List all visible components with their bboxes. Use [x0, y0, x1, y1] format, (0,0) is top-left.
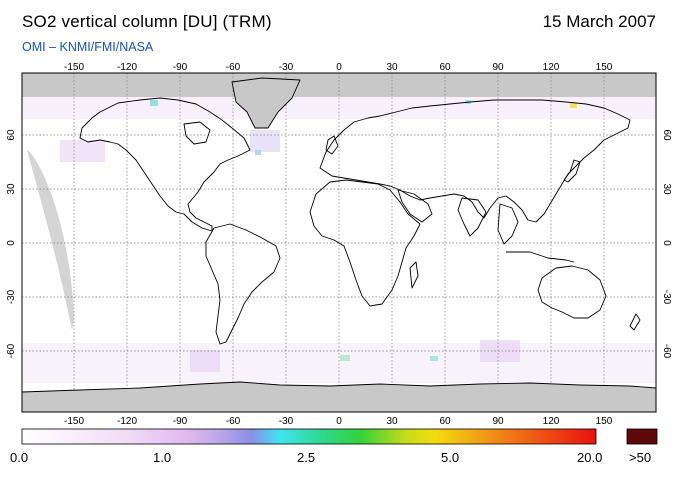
latitude-ticks-left: 60 30 0 -30 -60: [6, 129, 17, 358]
lat-tick-right: 30: [661, 183, 672, 195]
colorbar-label: 20.0: [577, 450, 603, 465]
lon-tick-bottom: 90: [492, 416, 504, 427]
hudson-bay: [183, 121, 211, 145]
longitude-ticks-bottom: -150 -120 -90 -60 -30 0 30 60 90 120 150: [64, 416, 613, 427]
lon-tick-bottom: -60: [226, 416, 241, 427]
lon-tick-top: 120: [543, 62, 560, 73]
british-isles: [325, 135, 339, 155]
colorbar-label: 5.0: [441, 450, 460, 465]
lon-tick-bottom: -90: [173, 416, 188, 427]
lat-tick-right: 60: [661, 129, 672, 141]
map-title: SO2 vertical column [DU] (TRM): [22, 12, 272, 31]
lon-tick-bottom: 60: [439, 416, 451, 427]
colorbar-label: 2.5: [297, 450, 316, 465]
lon-tick-bottom: 0: [336, 416, 342, 427]
new-zealand: [629, 313, 641, 331]
lon-tick-top: 60: [439, 62, 451, 73]
lat-tick-left: -60: [6, 343, 17, 358]
lon-tick-top: -120: [117, 62, 137, 73]
arabia: [397, 189, 433, 223]
india: [457, 197, 487, 237]
lon-tick-top: 0: [336, 62, 342, 73]
colorbar-gradient: [21, 428, 597, 445]
orbit-gap-no-data: [27, 150, 74, 330]
japan: [563, 159, 581, 183]
longitude-ticks-top: -150 -120 -90 -60 -30 0 30 60 90 120 150: [64, 62, 613, 73]
lon-tick-bottom: 120: [543, 416, 560, 427]
so2-signal-patches: [22, 97, 656, 383]
lon-tick-top: -60: [226, 62, 241, 73]
colorbar-overflow-swatch: [626, 428, 658, 445]
africa: [309, 179, 421, 307]
southeast-asia: [497, 203, 519, 245]
lat-tick-left: 0: [6, 240, 17, 246]
map-date: 15 March 2007: [542, 12, 656, 31]
lon-tick-top: -30: [279, 62, 294, 73]
lon-tick-bottom: -120: [117, 416, 137, 427]
greenland: [231, 77, 301, 129]
lat-tick-right: 0: [661, 240, 672, 246]
europe-asia: [319, 99, 631, 223]
credit-line: OMI – KNMI/FMI/NASA: [22, 40, 154, 54]
lat-tick-left: 30: [6, 183, 17, 195]
lon-tick-top: -150: [64, 62, 84, 73]
lat-tick-right: -30: [661, 290, 672, 305]
latitude-ticks-right: 60 30 0 -30 -60: [661, 129, 672, 358]
australia: [537, 265, 607, 319]
colorbar-label: 1.0: [153, 450, 172, 465]
colorbar-label: >50: [629, 450, 652, 465]
lon-tick-bottom: 150: [596, 416, 613, 427]
lat-tick-left: -30: [6, 289, 17, 304]
lat-tick-right: -60: [661, 344, 672, 359]
coastlines: [22, 77, 656, 412]
north-america: [79, 97, 251, 232]
antarctica: [22, 381, 656, 412]
madagascar: [409, 261, 419, 289]
south-america: [205, 223, 281, 345]
lon-tick-top: 30: [386, 62, 398, 73]
lat-tick-left: 60: [6, 129, 17, 141]
lon-tick-top: 90: [492, 62, 504, 73]
lon-tick-top: 150: [596, 62, 613, 73]
colorbar-label: 0.0: [10, 450, 29, 465]
indonesia: [506, 251, 575, 263]
lon-tick-top: -90: [173, 62, 188, 73]
lon-tick-bottom: 30: [386, 416, 398, 427]
graticule: [22, 73, 656, 412]
lon-tick-bottom: -150: [64, 416, 84, 427]
lon-tick-bottom: -30: [279, 416, 294, 427]
